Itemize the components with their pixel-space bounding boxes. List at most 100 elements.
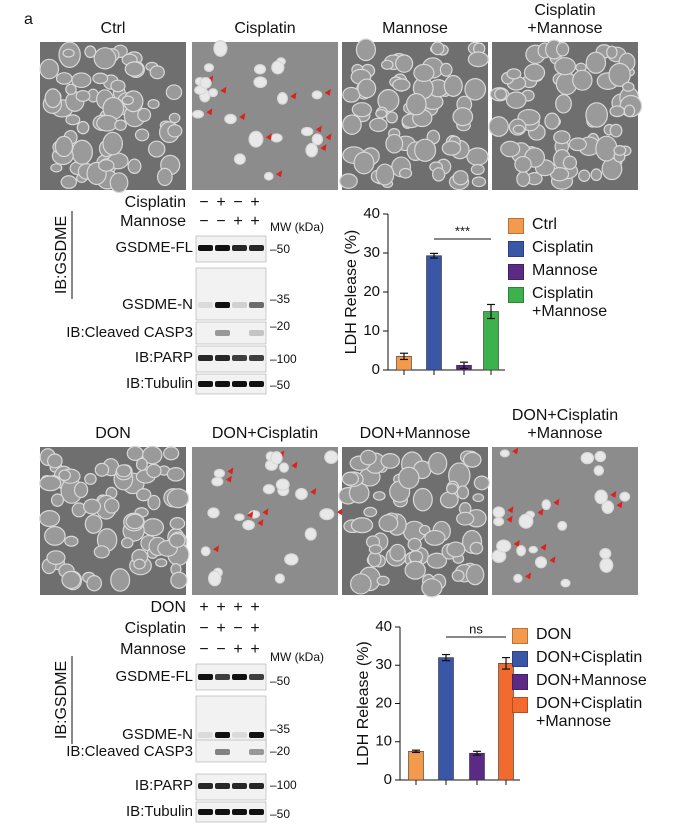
legend-label: Ctrl bbox=[532, 216, 557, 233]
cell bbox=[270, 451, 283, 465]
blot-band bbox=[249, 809, 264, 815]
micrograph bbox=[491, 447, 638, 595]
cell bbox=[115, 464, 132, 478]
blot-band bbox=[198, 732, 213, 738]
blot-strip bbox=[195, 695, 267, 749]
cell bbox=[385, 111, 399, 124]
treatment-sign: − bbox=[216, 213, 225, 230]
cell bbox=[375, 108, 388, 119]
legend-swatch bbox=[508, 241, 524, 257]
blot-band bbox=[249, 302, 264, 308]
image-label: DON+Cisplatin bbox=[211, 425, 319, 442]
cell bbox=[54, 135, 74, 158]
cell bbox=[560, 578, 571, 588]
cell bbox=[369, 117, 388, 133]
blot-band bbox=[198, 381, 213, 387]
cell bbox=[541, 499, 552, 511]
cell bbox=[392, 78, 411, 92]
legend-item: Cisplatin bbox=[508, 239, 678, 257]
treatment-sign: + bbox=[250, 599, 259, 616]
cell bbox=[372, 491, 386, 501]
micrograph bbox=[39, 41, 186, 194]
cell bbox=[376, 575, 390, 586]
cell bbox=[94, 462, 110, 477]
cell bbox=[207, 570, 222, 587]
cell bbox=[378, 514, 399, 533]
blot-band bbox=[198, 355, 213, 361]
legend-item: DON bbox=[512, 626, 681, 644]
cell bbox=[601, 500, 615, 515]
mw-title: MW (kDa) bbox=[270, 650, 324, 664]
image-label: DON+Mannose bbox=[359, 425, 471, 442]
cell bbox=[380, 452, 400, 469]
cell bbox=[84, 514, 103, 534]
treatment-sign: + bbox=[216, 620, 225, 637]
legend-label: DON+Cisplatin +Mannose bbox=[536, 695, 643, 730]
arrowhead bbox=[206, 108, 213, 116]
cell bbox=[456, 485, 470, 500]
cell bbox=[350, 573, 372, 595]
cell bbox=[395, 54, 414, 73]
cell bbox=[339, 173, 358, 189]
cell bbox=[342, 86, 361, 103]
blot-band bbox=[198, 783, 213, 789]
sig-label: ns bbox=[469, 621, 483, 636]
cell bbox=[304, 527, 317, 541]
arrowhead bbox=[220, 86, 227, 94]
legend-label: Cisplatin bbox=[532, 239, 594, 256]
cell bbox=[590, 168, 603, 182]
cell bbox=[279, 462, 290, 473]
cell bbox=[342, 114, 362, 135]
sig-label: *** bbox=[455, 223, 470, 238]
image-label: Mannose bbox=[382, 20, 448, 37]
cell bbox=[594, 450, 607, 463]
cell bbox=[46, 453, 63, 469]
cell bbox=[599, 547, 612, 560]
blot-band bbox=[232, 809, 247, 815]
cell bbox=[114, 119, 127, 131]
blot-band bbox=[198, 809, 213, 815]
cell bbox=[155, 558, 168, 568]
cell bbox=[462, 451, 482, 468]
cell bbox=[234, 513, 245, 522]
legend-label: DON bbox=[536, 626, 572, 643]
blot-band bbox=[249, 732, 264, 738]
cell bbox=[599, 557, 614, 573]
cell bbox=[61, 570, 82, 590]
blot-row-label: GSDME-FL bbox=[115, 239, 193, 256]
cell bbox=[428, 451, 448, 475]
cell bbox=[248, 130, 264, 148]
blot-band bbox=[232, 302, 247, 308]
micrograph bbox=[488, 39, 643, 190]
cell bbox=[431, 167, 446, 182]
arrowhead bbox=[506, 515, 513, 523]
y-tick-label: 10 bbox=[363, 322, 380, 339]
image-label: DON+Cisplatin +Mannose bbox=[511, 407, 619, 442]
cell bbox=[555, 41, 570, 57]
cell bbox=[441, 140, 462, 156]
cell bbox=[166, 488, 190, 509]
arrowhead bbox=[310, 487, 317, 495]
arrowhead bbox=[262, 508, 269, 516]
cell bbox=[488, 116, 509, 137]
cell bbox=[375, 163, 395, 186]
y-tick-label: 0 bbox=[372, 361, 380, 378]
arrowhead bbox=[291, 461, 298, 469]
y-axis-label: LDH Release (%) bbox=[343, 230, 360, 354]
cell bbox=[83, 498, 102, 515]
cell bbox=[350, 517, 374, 534]
blot-band bbox=[215, 809, 230, 815]
cell bbox=[311, 133, 324, 146]
y-axis-label: LDH Release (%) bbox=[355, 641, 372, 765]
cell bbox=[253, 76, 268, 89]
cell bbox=[516, 545, 527, 557]
arrowhead bbox=[207, 75, 214, 83]
blot-band bbox=[232, 245, 247, 251]
cell bbox=[368, 544, 383, 555]
cell bbox=[96, 114, 119, 132]
arrowhead bbox=[610, 490, 617, 498]
legend-item: Cisplatin +Mannose bbox=[508, 285, 678, 321]
cell bbox=[39, 475, 62, 492]
